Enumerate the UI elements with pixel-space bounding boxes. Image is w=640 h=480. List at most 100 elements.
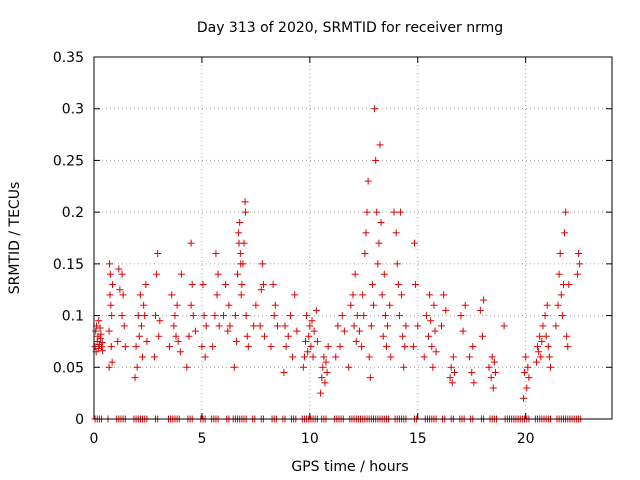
data-point [212, 250, 220, 258]
data-point [373, 208, 381, 216]
data-point [555, 270, 563, 278]
data-point [230, 363, 238, 371]
data-point [256, 322, 264, 330]
data-point [371, 105, 379, 113]
data-point [234, 270, 242, 278]
y-tick-label: 0.25 [53, 153, 84, 169]
data-point [525, 374, 533, 382]
data-point [317, 389, 325, 397]
y-axis-label: SRMTID / TECUs [7, 182, 23, 295]
data-point [430, 301, 438, 309]
data-point [191, 327, 199, 335]
data-point [351, 270, 359, 278]
data-point [375, 239, 383, 247]
y-tick-label: 0.15 [53, 257, 84, 273]
data-point [261, 332, 269, 340]
data-point [386, 301, 394, 309]
data-point [187, 239, 195, 247]
data-point [310, 327, 318, 335]
data-point [556, 250, 564, 258]
data-point [156, 317, 164, 325]
data-point [177, 270, 185, 278]
data-point [359, 291, 367, 299]
data-point [411, 239, 419, 247]
data-point [500, 322, 508, 330]
data-point [534, 343, 542, 351]
data-point [323, 368, 331, 376]
data-point [257, 286, 265, 294]
data-point [537, 353, 545, 361]
data-point [202, 322, 210, 330]
data-point [107, 343, 115, 351]
data-point [461, 301, 469, 309]
data-point [382, 343, 390, 351]
data-point [132, 343, 140, 351]
data-point [271, 301, 279, 309]
data-point [552, 322, 560, 330]
data-point [139, 353, 147, 361]
data-point [364, 177, 372, 185]
chart-title: Day 313 of 2020, SRMTID for receiver nrm… [197, 20, 503, 36]
data-point [459, 327, 467, 335]
data-point [209, 343, 217, 351]
data-point [543, 301, 551, 309]
data-point [334, 322, 342, 330]
data-point [390, 208, 398, 216]
data-point [119, 291, 127, 299]
data-point [241, 198, 249, 206]
data-point [107, 301, 115, 309]
x-tick-label: 5 [197, 431, 206, 447]
data-point [150, 353, 158, 361]
data-point [447, 363, 455, 371]
data-point [422, 312, 430, 320]
data-point [166, 343, 174, 351]
data-point [442, 306, 450, 314]
x-tick-label: 10 [301, 431, 319, 447]
data-point [106, 291, 114, 299]
data-point [304, 348, 312, 356]
data-point [340, 327, 348, 335]
data-point [393, 260, 401, 268]
data-point [564, 343, 572, 351]
data-point [306, 322, 314, 330]
data-point [92, 327, 100, 335]
data-point [211, 312, 219, 320]
data-point [321, 379, 329, 387]
data-point [201, 353, 209, 361]
data-point [347, 301, 355, 309]
data-point [105, 327, 113, 335]
data-point [120, 322, 128, 330]
data-point [259, 281, 267, 289]
y-tick-label: 0 [75, 412, 84, 428]
data-point [448, 379, 456, 387]
data-point [185, 332, 193, 340]
data-point [231, 312, 239, 320]
data-point [286, 312, 294, 320]
data-point [141, 312, 149, 320]
data-point [532, 358, 540, 366]
data-point [575, 250, 583, 258]
data-point [485, 363, 493, 371]
data-point [135, 332, 143, 340]
data-point [554, 301, 562, 309]
data-point [336, 343, 344, 351]
data-point [291, 291, 299, 299]
data-point [558, 312, 566, 320]
data-point [98, 343, 106, 351]
data-point [109, 281, 117, 289]
data-point [449, 353, 457, 361]
data-point [250, 322, 258, 330]
data-point [361, 250, 369, 258]
data-point [118, 312, 126, 320]
data-point [565, 281, 573, 289]
data-point [392, 229, 400, 237]
data-point [236, 250, 244, 258]
data-point [349, 291, 357, 299]
data-point [280, 368, 288, 376]
data-point [480, 296, 488, 304]
data-point [374, 260, 382, 268]
data-point [491, 368, 499, 376]
data-point [199, 281, 207, 289]
data-point [225, 301, 233, 309]
data-point [468, 368, 476, 376]
